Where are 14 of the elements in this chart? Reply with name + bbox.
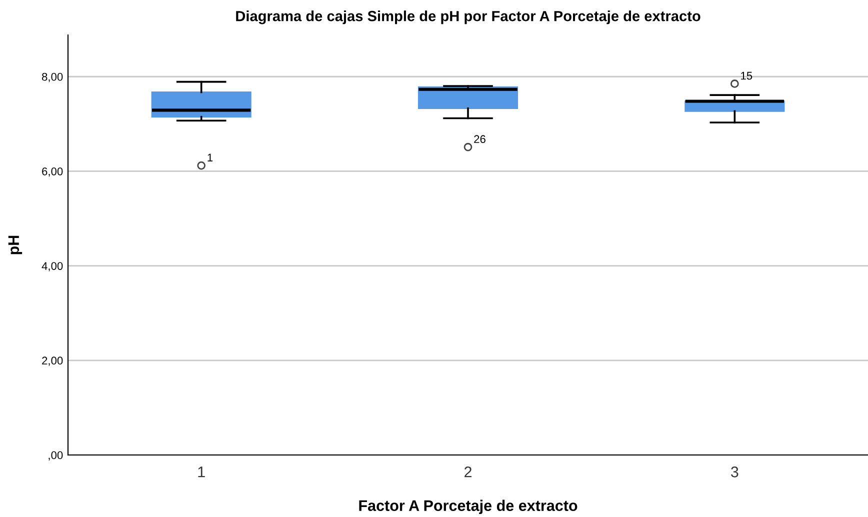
y-tick-label: ,00: [48, 451, 63, 460]
x-axis-title: Factor A Porcetaje de extracto: [359, 500, 578, 514]
x-tick-label: 1: [198, 466, 205, 478]
y-tick-label: 2,00: [42, 356, 63, 366]
annotation: 26: [474, 135, 486, 144]
chart-title: Diagrama de cajas Simple de pH por Factor A Porcetaje de extracto: [236, 10, 700, 24]
y-axis-title: pH: [8, 236, 22, 254]
y-tick-label: 8,00: [42, 72, 63, 82]
x-tick-label: 3: [731, 466, 738, 478]
annotation: 1: [208, 154, 213, 162]
annotation: 15: [741, 72, 752, 80]
y-tick-label: 4,00: [42, 262, 63, 272]
y-tick-label: 6,00: [42, 167, 63, 177]
x-tick-label: 2: [464, 466, 472, 478]
